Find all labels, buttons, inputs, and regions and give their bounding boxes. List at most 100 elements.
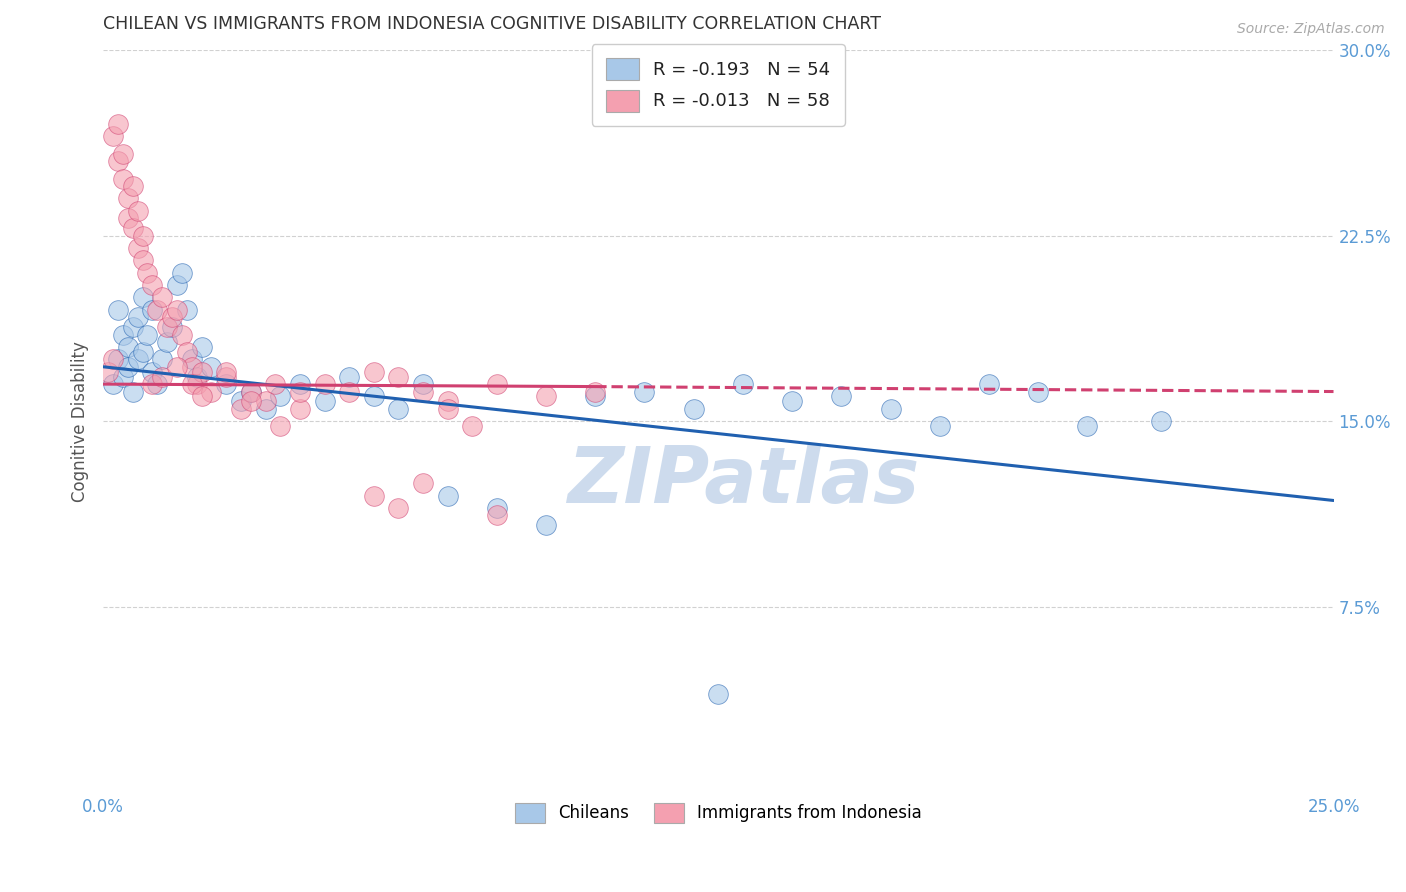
Point [107, 117, 129, 131]
Point [136, 327, 159, 342]
Y-axis label: Cognitive Disability: Cognitive Disability [72, 341, 89, 501]
Point [131, 345, 153, 359]
Point [131, 253, 153, 268]
Point [239, 384, 262, 399]
Point [363, 365, 385, 379]
Point [180, 359, 202, 374]
Point [1076, 419, 1098, 434]
Point [830, 389, 852, 403]
Point [146, 302, 169, 317]
Point [97, 365, 120, 379]
Point [288, 377, 311, 392]
Point [254, 401, 277, 416]
Point [117, 340, 139, 354]
Point [111, 171, 134, 186]
Point [269, 389, 291, 403]
Point [166, 302, 188, 317]
Point [583, 384, 606, 399]
Point [150, 352, 173, 367]
Point [337, 384, 360, 399]
Point [288, 401, 311, 416]
Point [107, 302, 129, 317]
Point [150, 369, 173, 384]
Point [314, 394, 336, 409]
Point [1150, 414, 1173, 428]
Point [101, 129, 124, 144]
Point [682, 401, 704, 416]
Point [186, 377, 208, 392]
Point [239, 384, 262, 399]
Point [111, 146, 134, 161]
Point [150, 290, 173, 304]
Point [387, 401, 409, 416]
Text: ZIPatlas: ZIPatlas [567, 442, 920, 518]
Point [166, 278, 188, 293]
Point [111, 369, 134, 384]
Point [160, 320, 183, 334]
Point [190, 389, 212, 403]
Point [707, 687, 730, 701]
Point [127, 241, 149, 255]
Point [229, 401, 252, 416]
Point [141, 365, 163, 379]
Point [534, 389, 557, 403]
Point [583, 389, 606, 403]
Point [879, 401, 901, 416]
Point [215, 377, 238, 392]
Point [121, 179, 143, 194]
Point [215, 369, 238, 384]
Point [485, 508, 508, 523]
Point [180, 352, 202, 367]
Point [731, 377, 754, 392]
Point [534, 518, 557, 533]
Point [111, 327, 134, 342]
Point [200, 359, 222, 374]
Point [314, 377, 336, 392]
Point [190, 365, 212, 379]
Point [160, 310, 183, 325]
Text: CHILEAN VS IMMIGRANTS FROM INDONESIA COGNITIVE DISABILITY CORRELATION CHART: CHILEAN VS IMMIGRANTS FROM INDONESIA COG… [103, 15, 882, 33]
Point [117, 211, 139, 226]
Legend: Chileans, Immigrants from Indonesia: Chileans, Immigrants from Indonesia [502, 789, 935, 837]
Point [412, 377, 434, 392]
Point [156, 320, 179, 334]
Point [436, 489, 458, 503]
Point [928, 419, 950, 434]
Point [176, 345, 198, 359]
Point [977, 377, 1000, 392]
Point [170, 327, 193, 342]
Point [170, 266, 193, 280]
Point [412, 476, 434, 491]
Point [461, 419, 484, 434]
Point [288, 384, 311, 399]
Point [136, 266, 159, 280]
Point [363, 389, 385, 403]
Point [121, 221, 143, 235]
Point [127, 310, 149, 325]
Point [387, 369, 409, 384]
Point [780, 394, 803, 409]
Point [131, 290, 153, 304]
Point [363, 489, 385, 503]
Point [412, 384, 434, 399]
Point [176, 302, 198, 317]
Point [127, 203, 149, 218]
Point [215, 365, 238, 379]
Point [141, 302, 163, 317]
Point [229, 394, 252, 409]
Point [141, 278, 163, 293]
Point [107, 154, 129, 169]
Point [485, 500, 508, 515]
Point [107, 352, 129, 367]
Point [101, 377, 124, 392]
Point [166, 359, 188, 374]
Point [127, 352, 149, 367]
Point [269, 419, 291, 434]
Point [190, 340, 212, 354]
Point [254, 394, 277, 409]
Point [131, 228, 153, 243]
Point [200, 384, 222, 399]
Point [239, 394, 262, 409]
Point [117, 191, 139, 205]
Point [121, 320, 143, 334]
